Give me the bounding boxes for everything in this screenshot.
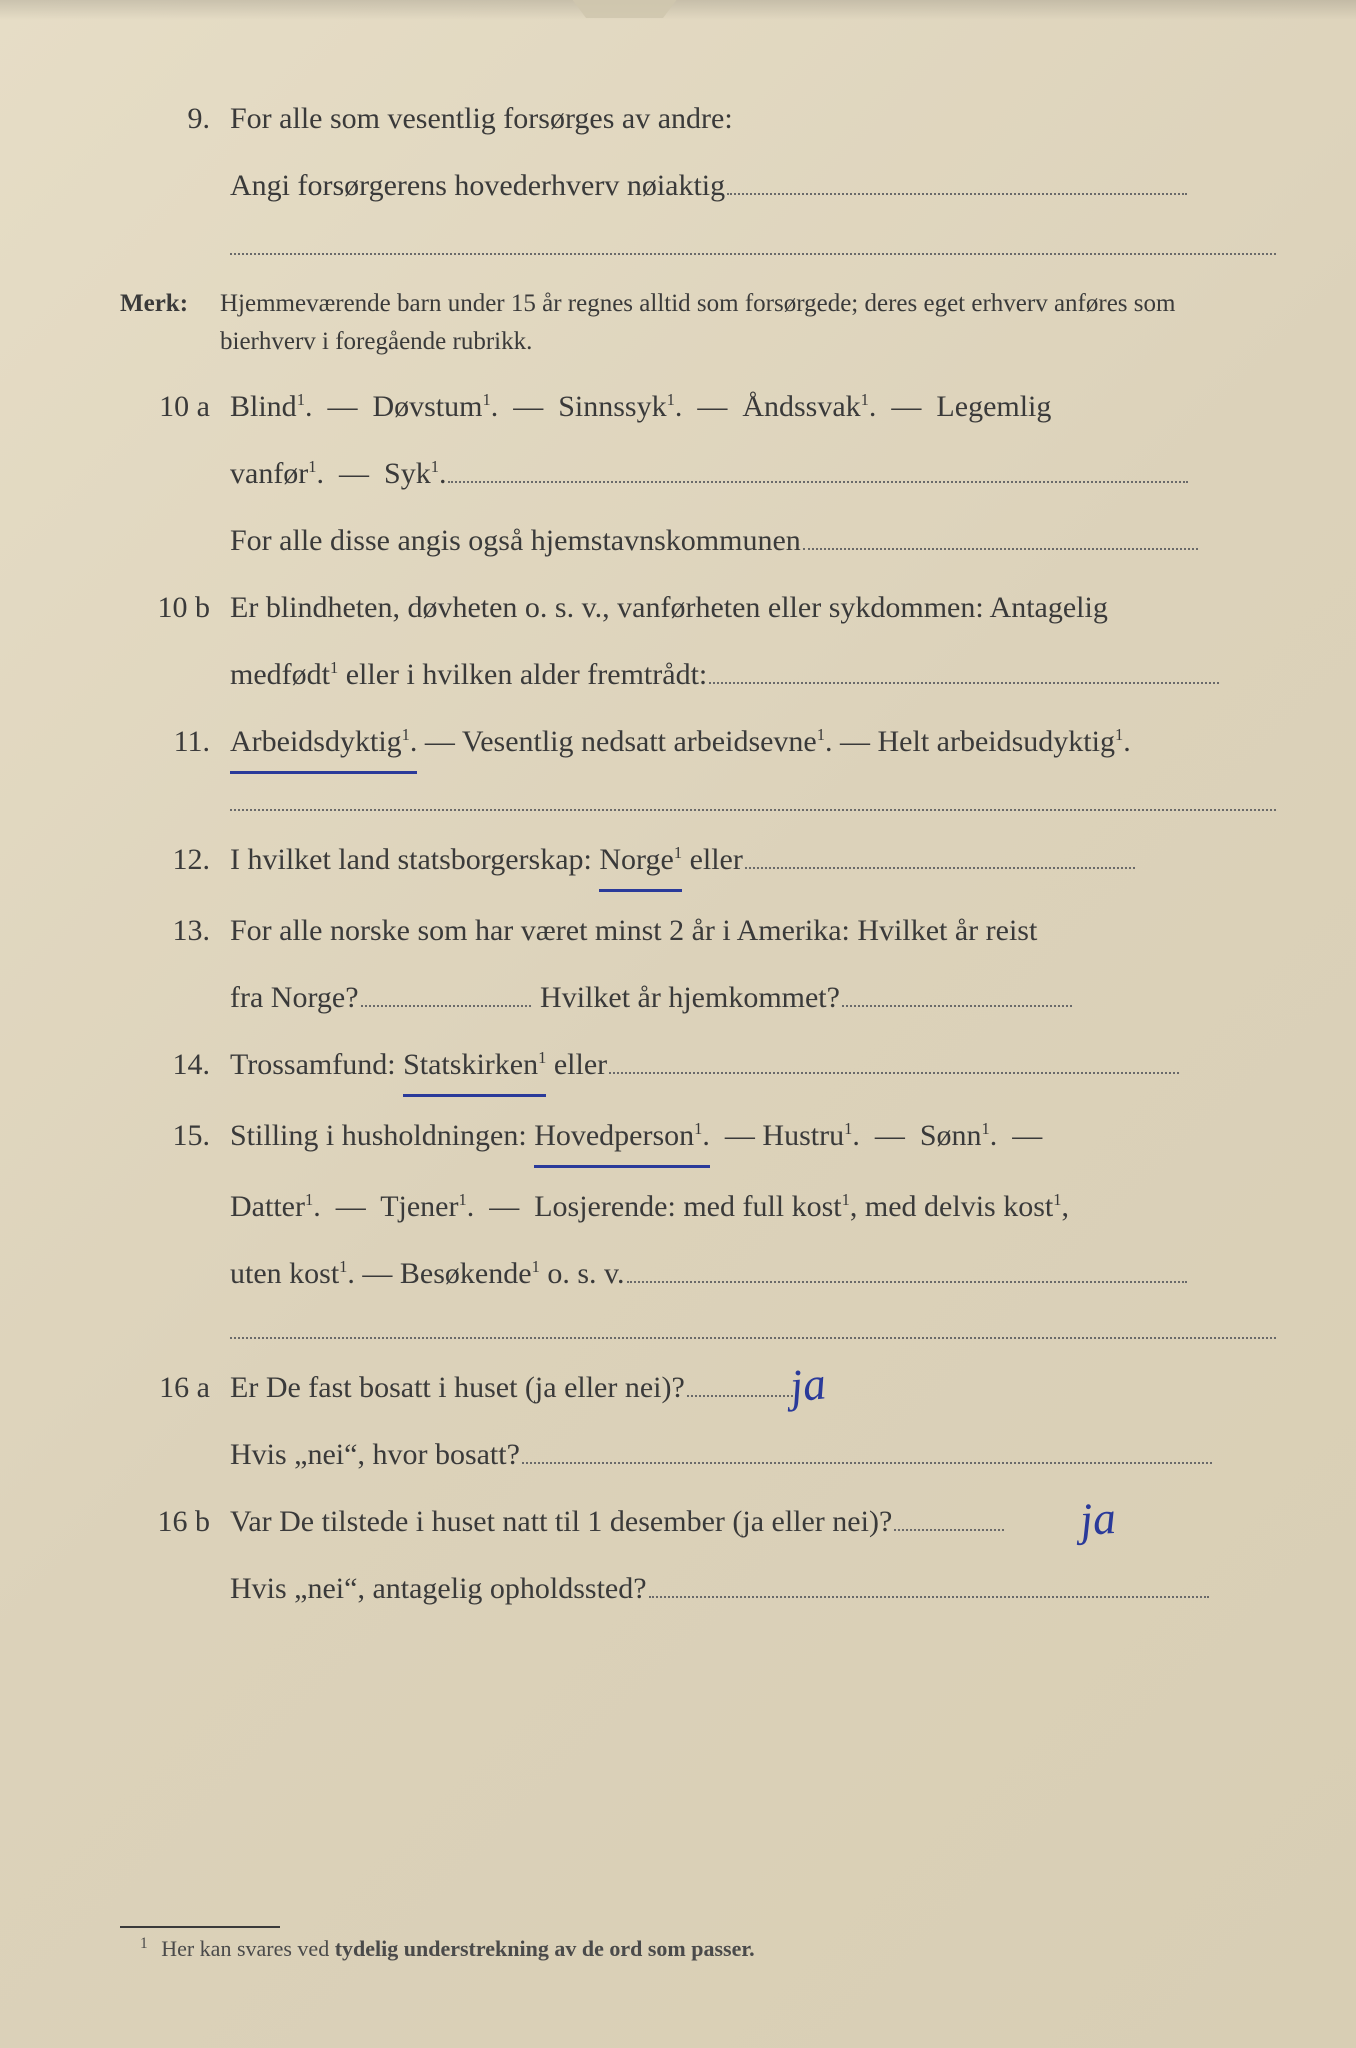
q13-fill-2[interactable] — [842, 978, 1072, 1007]
q15-hovedperson-underlined: Hovedperson1. — [534, 1107, 710, 1168]
footnote: 1 Her kan svares ved tydelig understrekn… — [140, 1928, 755, 1970]
question-14: 14. Trossamfund: Statskirken1 eller — [120, 1036, 1276, 1097]
q16b-number: 16 b — [120, 1493, 230, 1550]
q16b-answer-line[interactable] — [894, 1502, 1004, 1531]
question-10b-cont: medfødt1 eller i hvilken alder fremtrådt… — [120, 646, 1276, 703]
q14-suffix: eller — [546, 1048, 607, 1081]
q11-extra-line[interactable] — [230, 808, 1276, 811]
q11-opt-arbeidsdyktig-underlined: Arbeidsdyktig1. — [230, 713, 417, 774]
q15-prefix: Stilling i husholdningen: — [230, 1119, 534, 1152]
question-16b-line2: Hvis „nei“, antagelig opholdssted? — [120, 1560, 1276, 1617]
q15-tjener: Tjener — [380, 1190, 458, 1223]
q15-losjerende: Losjerende: med full kost — [534, 1190, 841, 1223]
q14-fill-line[interactable] — [609, 1045, 1179, 1074]
q10a-number: 10 a — [120, 378, 230, 435]
q12-suffix: eller — [682, 843, 743, 876]
q13-hjemkommet: Hvilket år hjemkommet? — [540, 981, 840, 1014]
q10b-number: 10 b — [120, 579, 230, 636]
q15-number: 15. — [120, 1107, 230, 1164]
question-12: 12. I hvilket land statsborgerskap: Norg… — [120, 831, 1276, 892]
question-13: 13. For alle norske som har været minst … — [120, 902, 1276, 959]
q15-datter: Datter — [230, 1190, 305, 1223]
q15-delvis: , med delvis kost — [850, 1190, 1053, 1223]
q14-number: 14. — [120, 1036, 230, 1093]
census-form-page: 9. For alle som vesentlig forsørges av a… — [0, 0, 1356, 2048]
page-torn-notch — [570, 0, 680, 18]
q16a-number: 16 a — [120, 1359, 230, 1416]
q12-prefix: I hvilket land statsborgerskap: — [230, 843, 599, 876]
q10b-text-a: Er blindheten, døvheten o. s. v., vanfør… — [230, 579, 1276, 636]
question-13-line2: fra Norge? Hvilket år hjemkommet? — [120, 969, 1276, 1026]
q16b-hvis-nei: Hvis „nei“, antagelig opholdssted? — [230, 1572, 647, 1605]
q10a-opt-sinnssyk: Sinnssyk — [558, 390, 666, 423]
q11-mid: — Vesentlig nedsatt arbeidsevne — [417, 725, 816, 758]
q15-extra-line[interactable] — [230, 1336, 1276, 1339]
question-16a: 16 a Er De fast bosatt i huset (ja eller… — [120, 1359, 1276, 1416]
merk-label: Merk: — [120, 285, 220, 323]
q10a-opt-andssvak: Åndssvak — [742, 390, 860, 423]
q9-extra-line[interactable] — [230, 252, 1276, 255]
q16a-hvis-nei: Hvis „nei“, hvor bosatt? — [230, 1438, 520, 1471]
q16b-question: Var De tilstede i huset natt til 1 desem… — [230, 1505, 892, 1538]
page-top-shadow — [0, 0, 1356, 20]
question-11: 11. Arbeidsdyktig1. — Vesentlig nedsatt … — [120, 713, 1276, 774]
q11-body: Arbeidsdyktig1. — Vesentlig nedsatt arbe… — [230, 713, 1276, 774]
q10a-opt-syk: Syk — [384, 457, 431, 490]
q12-fill-line[interactable] — [745, 840, 1135, 869]
question-10a-cont: vanfør1. — Syk1. — [120, 445, 1276, 502]
merk-note: Merk: Hjemmeværende barn under 15 år reg… — [120, 285, 1276, 360]
footnote-text-b: tydelig understrekning av de ord som pas… — [335, 1936, 755, 1961]
q9-line1: For alle som vesentlig forsørges av andr… — [230, 102, 733, 135]
footnote-marker: 1 — [140, 1935, 148, 1952]
q10a-body: Blind1. — Døvstum1. — Sinnssyk1. — Åndss… — [230, 378, 1276, 435]
q14-statskirken-underlined: Statskirken1 — [403, 1036, 546, 1097]
question-9: 9. For alle som vesentlig forsørges av a… — [120, 90, 1276, 147]
q11-end: — Helt arbeidsudyktig — [833, 725, 1115, 758]
question-15-line3: uten kost1. — Besøkende1 o. s. v. — [120, 1245, 1276, 1302]
q10b-medfodt: medfødt — [230, 658, 330, 691]
q9-number: 9. — [120, 90, 230, 147]
q10a-opt-blind: Blind — [230, 390, 297, 423]
q15-hustru: Hustru — [762, 1119, 844, 1152]
q16b-fill-line[interactable] — [649, 1569, 1209, 1598]
q14-prefix: Trossamfund: — [230, 1048, 403, 1081]
q10a-fill-line[interactable] — [448, 454, 1188, 483]
footnote-text-a: Her kan svares ved — [161, 1936, 335, 1961]
q9-body: For alle som vesentlig forsørges av andr… — [230, 90, 1276, 147]
q9-line2-text: Angi forsørgerens hovederhverv nøiaktig — [230, 169, 725, 202]
question-10a: 10 a Blind1. — Døvstum1. — Sinnssyk1. — … — [120, 378, 1276, 435]
question-15-line2: Datter1. — Tjener1. — Losjerende: med fu… — [120, 1178, 1276, 1235]
q11-number: 11. — [120, 713, 230, 770]
q13-number: 13. — [120, 902, 230, 959]
q15-fill-line[interactable] — [627, 1254, 1187, 1283]
q13-fill-1[interactable] — [361, 978, 531, 1007]
q13-line1: For alle norske som har været minst 2 år… — [230, 902, 1276, 959]
q16a-answer-handwritten: ja — [786, 1339, 831, 1430]
q10a-opt-dovstum: Døvstum — [372, 390, 482, 423]
q15-besokende: . — Besøkende — [347, 1257, 531, 1290]
q13-fra-norge: fra Norge? — [230, 981, 359, 1014]
q10b-fill-line[interactable] — [709, 655, 1219, 684]
q16a-fill-line[interactable] — [522, 1435, 1212, 1464]
q15-sonn: Sønn — [920, 1119, 982, 1152]
q15-osv: o. s. v. — [540, 1257, 625, 1290]
question-16b: 16 b Var De tilstede i huset natt til 1 … — [120, 1493, 1276, 1550]
q10a-line2-text: For alle disse angis også hjemstavnskomm… — [230, 524, 801, 557]
question-9-line2: Angi forsørgerens hovederhverv nøiaktig — [120, 157, 1276, 214]
q16a-question: Er De fast bosatt i huset (ja eller nei)… — [230, 1371, 685, 1404]
question-10a-line2: For alle disse angis også hjemstavnskomm… — [120, 512, 1276, 569]
q10b-text-c: eller i hvilken alder fremtrådt: — [338, 658, 707, 691]
q16b-answer-handwritten: ja — [1077, 1474, 1119, 1564]
q12-norge-underlined: Norge1 — [599, 831, 682, 892]
q16a-answer-line[interactable] — [687, 1368, 797, 1397]
q9-fill-line[interactable] — [727, 166, 1187, 195]
question-15: 15. Stilling i husholdningen: Hovedperso… — [120, 1107, 1276, 1168]
question-10b: 10 b Er blindheten, døvheten o. s. v., v… — [120, 579, 1276, 636]
merk-text: Hjemmeværende barn under 15 år regnes al… — [220, 285, 1276, 360]
q12-number: 12. — [120, 831, 230, 888]
q10a-fill-line2[interactable] — [803, 521, 1198, 550]
q15-uten-kost: uten kost — [230, 1257, 339, 1290]
